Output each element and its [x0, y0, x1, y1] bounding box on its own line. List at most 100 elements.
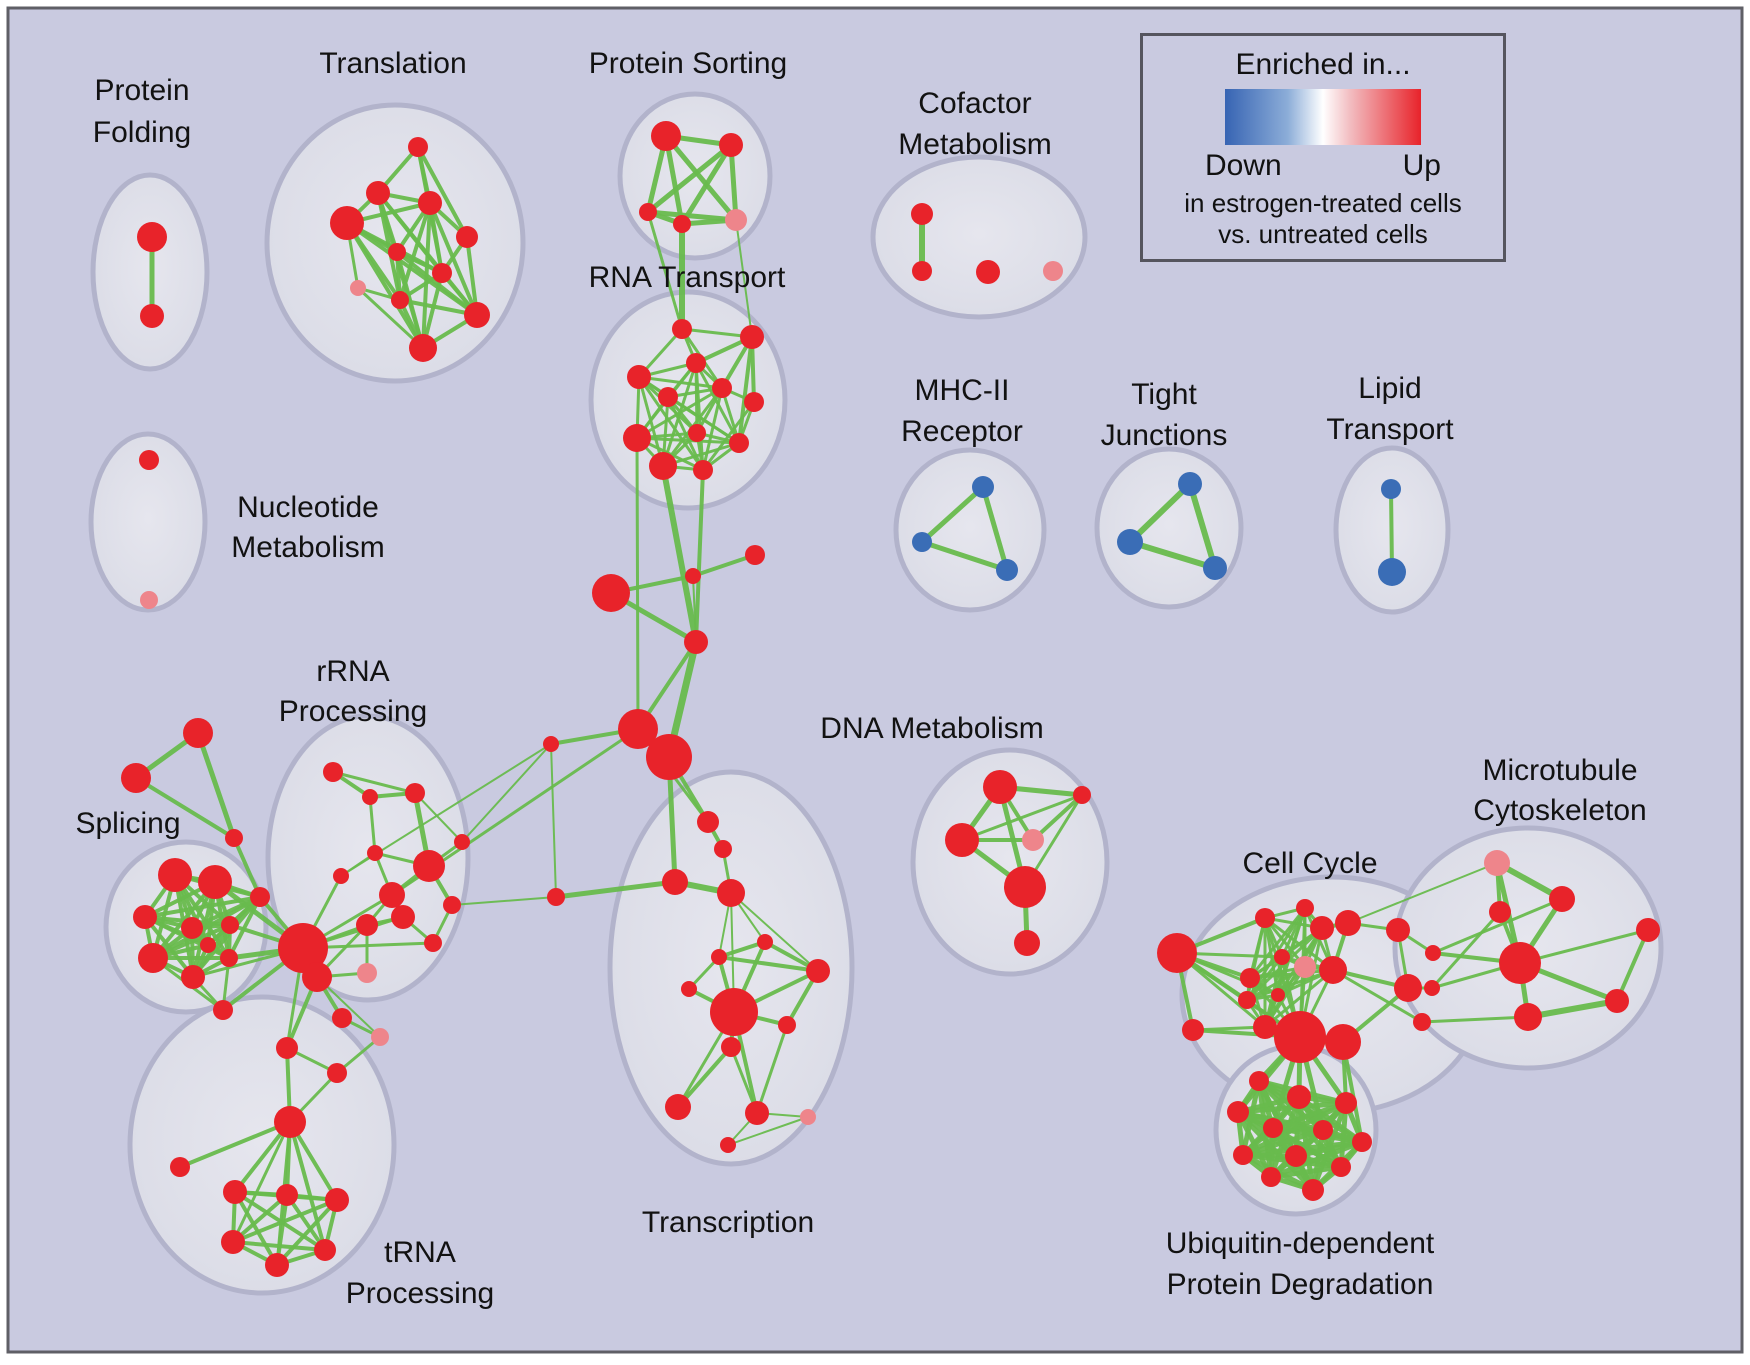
edge-mt5-mt6[interactable] — [1525, 998, 1620, 1020]
gene-set-node-ub2[interactable] — [1287, 1085, 1311, 1109]
gene-set-node-tc1[interactable] — [697, 811, 719, 833]
gene-set-node-t5[interactable] — [456, 226, 478, 248]
gene-set-node-tj1[interactable] — [1178, 472, 1202, 496]
gene-set-node-rr6[interactable] — [413, 850, 445, 882]
gene-set-node-mt5[interactable] — [1514, 1003, 1542, 1031]
gene-set-node-rt12[interactable] — [693, 460, 713, 480]
edge-mt7-mt4[interactable] — [1518, 928, 1650, 965]
edge-cx2-cx3[interactable] — [691, 553, 757, 578]
gene-set-node-cc10[interactable] — [1271, 988, 1285, 1002]
gene-set-node-sp7[interactable] — [200, 937, 216, 953]
edge-tn3-tn4[interactable] — [231, 1198, 339, 1244]
edge-mh1-mh3[interactable] — [980, 484, 1010, 573]
gene-set-node-cx2[interactable] — [685, 568, 701, 584]
gene-set-node-lt1[interactable] — [1381, 479, 1401, 499]
gene-set-node-tc6[interactable] — [711, 949, 727, 965]
edge-br2-mt3[interactable] — [1430, 910, 1502, 990]
gene-set-node-pf1[interactable] — [137, 222, 167, 252]
gene-set-node-rr14[interactable] — [424, 934, 442, 952]
gene-set-node-cch2[interactable] — [1325, 1024, 1361, 1060]
gene-set-node-spt3[interactable] — [225, 829, 243, 847]
gene-set-node-t11[interactable] — [409, 334, 437, 362]
gene-set-node-t8[interactable] — [350, 280, 366, 296]
gene-set-node-cc6[interactable] — [1274, 949, 1290, 965]
gene-set-node-hub2[interactable] — [646, 734, 692, 780]
gene-set-node-spt2[interactable] — [121, 763, 151, 793]
gene-set-node-mh3[interactable] — [996, 559, 1018, 581]
gene-set-node-rr9[interactable] — [391, 905, 415, 929]
gene-set-node-cc2[interactable] — [1296, 899, 1314, 917]
gene-set-node-ub5[interactable] — [1263, 1118, 1283, 1138]
gene-set-node-cc8[interactable] — [1319, 956, 1347, 984]
edge-ps3-rt1[interactable] — [646, 210, 684, 331]
gene-set-node-cch[interactable] — [1274, 1011, 1326, 1063]
gene-set-node-t4[interactable] — [330, 206, 364, 240]
gene-set-node-rr11[interactable] — [357, 963, 377, 983]
gene-set-node-ps1[interactable] — [651, 121, 681, 151]
edge-cc8-br3[interactable] — [1331, 968, 1424, 1024]
gene-set-node-sp1[interactable] — [158, 858, 192, 892]
gene-set-node-dm3[interactable] — [945, 823, 979, 857]
gene-set-node-cm3[interactable] — [976, 260, 1000, 284]
gene-set-node-trh[interactable] — [274, 1106, 306, 1138]
gene-set-node-tri[interactable] — [170, 1157, 190, 1177]
edge-t4-t11[interactable] — [345, 221, 425, 350]
gene-set-node-ps4[interactable] — [673, 215, 691, 233]
gene-set-node-ub11[interactable] — [1261, 1167, 1281, 1187]
edge-rt3-rt12[interactable] — [637, 375, 705, 472]
gene-set-node-tj3[interactable] — [1203, 556, 1227, 580]
gene-set-node-rr13[interactable] — [332, 1008, 352, 1028]
gene-set-node-rr3[interactable] — [405, 783, 425, 803]
gene-set-node-sp5[interactable] — [221, 916, 239, 934]
edge-ps1-ps5[interactable] — [663, 133, 739, 223]
edge-t8-t11[interactable] — [356, 286, 425, 350]
edge-tn1-tn5[interactable] — [233, 1190, 279, 1267]
gene-set-node-cc13[interactable] — [1386, 918, 1410, 942]
gene-set-node-rt4[interactable] — [686, 353, 706, 373]
gene-set-node-tj2[interactable] — [1117, 529, 1143, 555]
edge-ub10-ub11[interactable] — [1268, 1164, 1344, 1180]
gene-set-node-cc1[interactable] — [1255, 908, 1275, 928]
gene-set-node-tc14[interactable] — [800, 1109, 816, 1125]
edge-br3-mt5[interactable] — [1420, 1015, 1530, 1024]
edge-spt3-sp6[interactable] — [232, 836, 262, 899]
gene-set-node-sp4[interactable] — [181, 917, 203, 939]
gene-set-node-nm1[interactable] — [139, 450, 159, 470]
gene-set-node-rt2[interactable] — [740, 325, 764, 349]
gene-set-node-mh2[interactable] — [912, 532, 932, 552]
gene-set-node-ps3[interactable] — [639, 203, 657, 221]
edge-rt12-cx4[interactable] — [694, 468, 705, 644]
gene-set-node-cm2[interactable] — [912, 261, 932, 281]
gene-set-node-rr4[interactable] — [333, 868, 349, 884]
edge-trh-tri[interactable] — [178, 1120, 292, 1169]
gene-set-node-tc13[interactable] — [745, 1101, 769, 1125]
gene-set-node-rr1[interactable] — [323, 762, 343, 782]
gene-set-node-ccb[interactable] — [1157, 933, 1197, 973]
gene-set-node-rt7[interactable] — [744, 392, 764, 412]
gene-set-node-tn4[interactable] — [221, 1230, 245, 1254]
gene-set-node-tc5[interactable] — [757, 934, 773, 950]
gene-set-node-tc12[interactable] — [665, 1094, 691, 1120]
gene-set-node-rt1[interactable] — [672, 319, 692, 339]
gene-set-node-cc9[interactable] — [1238, 991, 1256, 1009]
gene-set-node-sp6[interactable] — [250, 887, 270, 907]
gene-set-node-ps5[interactable] — [725, 209, 747, 231]
edge-tc6-tc7[interactable] — [717, 955, 820, 973]
edge-tn4-tn6[interactable] — [231, 1240, 327, 1252]
edge-rt11-cx4[interactable] — [660, 463, 699, 645]
gene-set-node-ub12[interactable] — [1302, 1179, 1324, 1201]
gene-set-node-t9[interactable] — [391, 291, 409, 309]
edge-sp6-sp9[interactable] — [227, 895, 262, 960]
gene-set-node-lt2[interactable] — [1378, 558, 1406, 586]
gene-set-node-ub3[interactable] — [1335, 1092, 1357, 1114]
edge-cc7-cc9[interactable] — [1245, 965, 1307, 1002]
gene-set-node-cx3[interactable] — [745, 545, 765, 565]
edge-t3-t10[interactable] — [428, 201, 479, 317]
gene-set-node-tn5[interactable] — [265, 1253, 289, 1277]
gene-set-node-tc15[interactable] — [720, 1137, 736, 1153]
edge-ub6-ub8[interactable] — [1240, 1127, 1326, 1158]
gene-set-node-hub1[interactable] — [618, 709, 658, 749]
edge-cc6-cc9[interactable] — [1245, 955, 1284, 1002]
gene-set-node-mt7[interactable] — [1636, 918, 1660, 942]
edge-rt9-rt10[interactable] — [635, 436, 741, 445]
